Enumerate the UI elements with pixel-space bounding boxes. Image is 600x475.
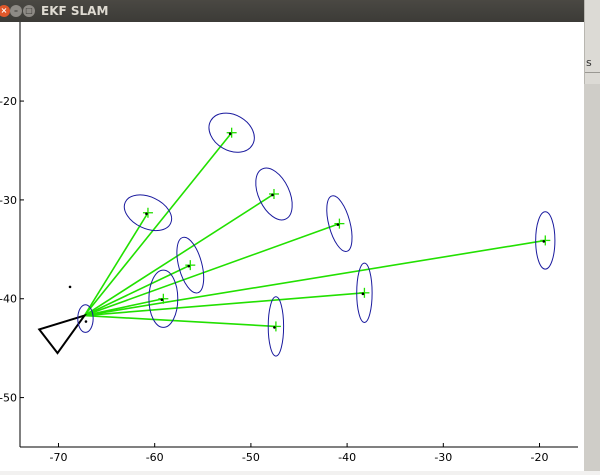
observation-ray (84, 292, 365, 317)
observation-ray (84, 239, 546, 317)
landmark-estimate (228, 132, 232, 135)
window-title: EKF SLAM (41, 4, 109, 18)
observation-ray (84, 264, 191, 317)
landmark-estimate (336, 223, 340, 226)
x-tick-label: -50 (242, 451, 260, 464)
robot-triangle (37, 313, 87, 355)
landmark-estimate (187, 264, 191, 268)
plot-canvas[interactable]: -70 -60 -50 -40 -30 -20 -20 -30 -40 -50 (0, 22, 584, 471)
background-window-text: s (586, 56, 592, 69)
landmark-ellipse (326, 195, 353, 252)
landmark-markers (142, 127, 551, 332)
robot (37, 285, 94, 355)
landmark-ellipse (208, 112, 255, 153)
landmark-ellipse (267, 296, 285, 357)
extra-point (68, 285, 72, 289)
window-maximize-button[interactable]: □ (23, 5, 35, 17)
landmark-estimate (542, 240, 546, 243)
landmark-estimate (273, 326, 276, 329)
x-tick-label: -20 (531, 451, 549, 464)
observation-ray (83, 212, 149, 316)
y-tick-label: -30 (0, 194, 17, 207)
landmark-ellipse (356, 262, 373, 323)
observation-ray (84, 222, 340, 317)
robot-uncertainty-ellipse (77, 304, 94, 333)
y-tick-label: -50 (0, 392, 17, 405)
slam-plot: -70 -60 -50 -40 -30 -20 -20 -30 -40 -50 (0, 22, 578, 464)
x-tick-label: -60 (146, 451, 164, 464)
observation-rays (83, 132, 546, 328)
landmark-ellipse (535, 211, 556, 270)
y-tick-label: -20 (0, 95, 17, 108)
robot-estimate (84, 320, 88, 323)
observation-ray (84, 314, 276, 328)
x-tick-label: -40 (338, 451, 356, 464)
landmark-estimate (361, 292, 365, 296)
landmark-ellipse (148, 269, 179, 328)
window-close-button[interactable]: × (0, 5, 10, 17)
y-tick-label: -40 (0, 293, 17, 306)
landmark-estimate (160, 298, 164, 302)
background-scrollbar[interactable] (584, 84, 600, 471)
observation-ray (83, 132, 233, 317)
plot-axes: -70 -60 -50 -40 -30 -20 -20 -30 -40 -50 (0, 22, 578, 464)
landmark-ellipse (255, 167, 293, 221)
background-window-divider (585, 72, 600, 73)
landmark-estimate (145, 212, 148, 216)
window-minimize-button[interactable]: – (10, 5, 22, 17)
x-tick-label: -70 (49, 451, 67, 464)
landmark-uncertainty-ellipses (123, 112, 556, 357)
landmark-ellipse (176, 236, 205, 294)
observation-ray (84, 193, 275, 317)
landmark-estimate (271, 193, 274, 197)
window-titlebar: × – □ EKF SLAM (0, 0, 584, 22)
landmark-ellipse (123, 194, 173, 232)
x-tick-label: -30 (434, 451, 452, 464)
